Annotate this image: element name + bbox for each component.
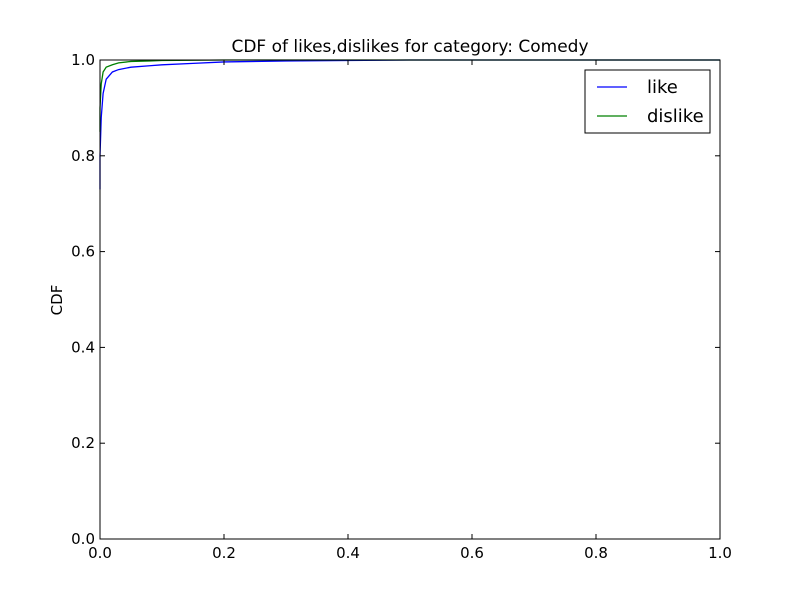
legend-box [584, 69, 711, 134]
ticks-layer: 0.0 0.2 0.4 0.6 0.8 1.0 0.0 0.2 0.4 0.6 0.8 1.0 [71, 51, 732, 562]
x-tick-label: 0.0 [88, 544, 112, 562]
plot-frame [99, 59, 721, 540]
legend-label-dislike: dislike [647, 106, 704, 127]
y-axis-label: CDF [48, 285, 66, 316]
x-tick-label: 1.0 [708, 544, 732, 562]
chart-title: CDF of likes,dislikes for category: Come… [231, 37, 588, 57]
y-tick-label: 0.4 [71, 338, 95, 356]
x-tick-label: 0.8 [584, 544, 608, 562]
legend: like dislike [584, 69, 711, 134]
x-tick-label: 0.2 [212, 544, 236, 562]
y-tick-label: 1.0 [71, 51, 95, 69]
y-tick-label: 0.2 [71, 434, 95, 452]
y-tick-label: 0.8 [71, 147, 95, 165]
legend-label-like: like [647, 77, 678, 98]
x-tick-label: 0.6 [460, 544, 484, 562]
x-tick-label: 0.4 [336, 544, 360, 562]
series-line-like [99, 59, 720, 190]
y-tick-label: 0.6 [71, 243, 95, 261]
y-tick-label: 0.0 [71, 530, 95, 548]
